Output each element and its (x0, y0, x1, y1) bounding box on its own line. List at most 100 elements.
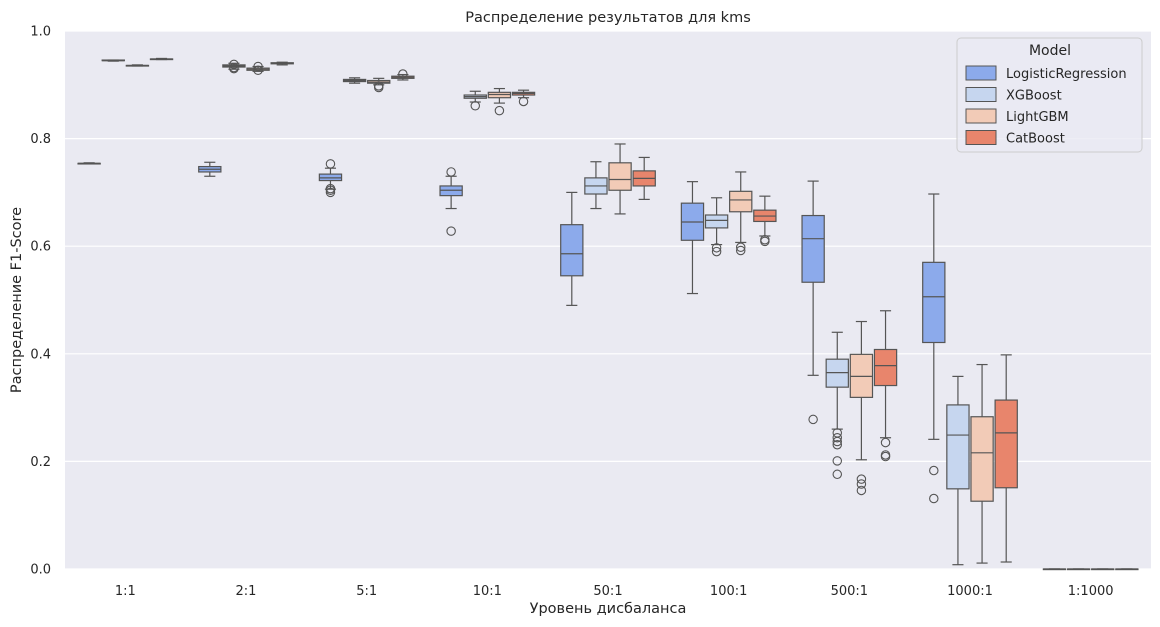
boxes (77, 57, 1139, 571)
x-axis-title: Уровень дисбаланса (530, 601, 687, 617)
box-xgboost-1to1 (101, 59, 125, 62)
legend-title: Model (1029, 43, 1071, 59)
box-xgboost-1000to1 (946, 375, 970, 566)
box-catboost-10to1 (511, 89, 536, 107)
box-logisticregression-500to1 (801, 180, 825, 425)
outlier-point (856, 474, 867, 484)
box-xgboost-500to1 (825, 331, 849, 480)
legend: Model LogisticRegression XGBoost LightGBM C… (956, 37, 1143, 153)
outlier-point (325, 183, 336, 194)
y-tick-label: 0.2 (30, 455, 51, 470)
outlier-point (494, 105, 505, 116)
box-catboost-500to1 (873, 310, 898, 462)
x-tick-label: 50:1 (593, 584, 622, 599)
box-xgboost-10to1 (463, 90, 487, 111)
legend-label-logisticregression: LogisticRegression (1006, 67, 1127, 82)
box-iqr (608, 162, 632, 191)
box-logisticregression-5to1 (318, 159, 343, 198)
legend-label-xgboost: XGBoost (1006, 89, 1062, 104)
outlier-point (832, 432, 843, 443)
outlier-point (446, 226, 456, 236)
box-iqr (922, 261, 946, 344)
legend-swatch-lightgbm (965, 108, 997, 124)
box-logisticregression-10to1 (439, 167, 463, 236)
outlier-point (880, 437, 891, 448)
outlier-point (398, 69, 408, 79)
outlier-point (760, 234, 770, 245)
outlier-point (325, 159, 336, 169)
outlier-point (518, 96, 529, 107)
outlier-point (832, 469, 843, 480)
y-tick-label: 0.4 (30, 347, 51, 362)
legend-items: LogisticRegression XGBoost LightGBM CatBoos… (965, 65, 1127, 147)
outlier-point (832, 456, 843, 466)
box-logisticregression-50to1 (560, 191, 584, 306)
box-xgboost-1to1000 (1066, 568, 1091, 571)
legend-label-catboost: CatBoost (1006, 132, 1065, 147)
outlier-point (229, 62, 239, 73)
x-tick-label: 1:1 (115, 584, 136, 599)
box-lightgbm-500to1 (849, 320, 874, 496)
box-lightgbm-2to1 (246, 61, 270, 76)
box-catboost-50to1 (632, 156, 656, 200)
box-logisticregression-100to1 (680, 181, 705, 295)
legend-swatch-catboost (965, 130, 997, 145)
box-catboost-1to1 (149, 57, 174, 61)
outlier-point (446, 167, 456, 177)
box-logisticregression-1000to1 (922, 193, 946, 504)
outlier-point (832, 428, 843, 438)
box-iqr (801, 214, 825, 283)
box-xgboost-100to1 (704, 197, 729, 257)
x-tick-label: 5:1 (356, 584, 377, 599)
legend-swatch-logisticregression (965, 65, 997, 81)
box-iqr (560, 224, 584, 277)
x-tick-label: 1000:1 (947, 584, 993, 599)
outlier-point (808, 414, 818, 425)
x-tick-label: 10:1 (473, 584, 502, 599)
grid-lines (65, 30, 1151, 570)
legend-frame (956, 37, 1143, 153)
outlier-point (880, 450, 891, 460)
tick-labels: 0.0 0.2 0.4 0.6 0.8 1.0 1:1 2:1 5:1 10:1 50:1 100:1… (30, 25, 1113, 600)
box-lightgbm-1to1000 (1091, 568, 1115, 571)
outlier-point (929, 465, 939, 476)
box-iqr (873, 348, 898, 387)
box-iqr (729, 190, 753, 213)
outlier-point (229, 59, 239, 70)
box-catboost-1000to1 (994, 354, 1018, 563)
outlier-point (373, 81, 384, 91)
box-lightgbm-50to1 (608, 143, 632, 215)
outlier-point (711, 243, 722, 253)
box-catboost-1to1000 (1115, 568, 1139, 571)
box-logisticregression-1to1 (77, 162, 101, 165)
box-lightgbm-1to1 (125, 64, 150, 67)
y-axis-title: Распределение F1-Score (9, 207, 25, 393)
box-xgboost-2to1 (222, 59, 246, 74)
x-tick-label: 2:1 (236, 584, 257, 599)
chart-title: Распределение результатов для kms (465, 10, 751, 26)
y-tick-label: 0.6 (30, 240, 51, 255)
outlier-point (856, 485, 867, 496)
outlier-point (253, 65, 263, 76)
box-catboost-5to1 (391, 69, 415, 81)
outlier-point (929, 493, 939, 504)
box-lightgbm-1000to1 (970, 363, 994, 564)
outlier-point (253, 61, 263, 72)
y-tick-label: 0.0 (30, 563, 51, 578)
box-lightgbm-5to1 (367, 77, 391, 93)
outlier-point (711, 246, 722, 257)
outlier-point (735, 245, 746, 256)
box-iqr (704, 214, 729, 229)
box-logisticregression-2to1 (198, 161, 222, 177)
box-catboost-100to1 (753, 195, 777, 247)
legend-swatch-xgboost (965, 87, 997, 102)
box-xgboost-5to1 (342, 77, 367, 84)
outlier-point (470, 101, 481, 111)
outlier-point (832, 439, 843, 450)
x-tick-label: 1:1000 (1068, 584, 1114, 599)
box-lightgbm-10to1 (487, 87, 512, 116)
box-iqr (970, 416, 994, 502)
box-xgboost-50to1 (584, 161, 608, 210)
y-tick-label: 0.8 (30, 132, 51, 147)
x-tick-label: 100:1 (710, 584, 747, 599)
